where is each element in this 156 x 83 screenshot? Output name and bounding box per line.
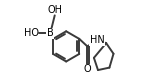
Text: HN: HN bbox=[90, 35, 105, 45]
Text: OH: OH bbox=[47, 5, 62, 15]
Text: HO: HO bbox=[24, 28, 39, 38]
Text: O: O bbox=[84, 64, 91, 74]
Text: B: B bbox=[47, 28, 54, 38]
